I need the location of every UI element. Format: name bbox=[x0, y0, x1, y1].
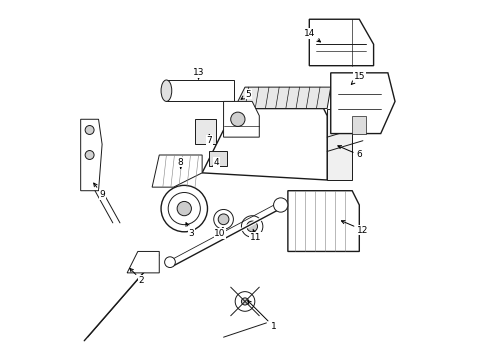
Text: 5: 5 bbox=[241, 90, 251, 99]
Polygon shape bbox=[352, 116, 367, 134]
Polygon shape bbox=[327, 109, 352, 180]
Ellipse shape bbox=[242, 216, 263, 237]
Ellipse shape bbox=[235, 292, 255, 311]
Ellipse shape bbox=[214, 210, 233, 229]
Text: 8: 8 bbox=[178, 158, 184, 168]
Ellipse shape bbox=[242, 298, 248, 305]
Ellipse shape bbox=[161, 80, 172, 102]
Polygon shape bbox=[309, 19, 373, 66]
Text: 11: 11 bbox=[250, 229, 262, 242]
Polygon shape bbox=[81, 119, 102, 191]
Text: 9: 9 bbox=[94, 183, 105, 199]
Ellipse shape bbox=[218, 214, 229, 225]
Polygon shape bbox=[127, 251, 159, 273]
Text: 14: 14 bbox=[304, 29, 320, 42]
Text: 7: 7 bbox=[206, 135, 212, 145]
Text: 12: 12 bbox=[342, 221, 368, 234]
Text: 4: 4 bbox=[213, 158, 219, 167]
Ellipse shape bbox=[168, 193, 200, 225]
Text: 13: 13 bbox=[193, 68, 204, 79]
Ellipse shape bbox=[231, 112, 245, 126]
Polygon shape bbox=[167, 80, 234, 102]
Polygon shape bbox=[288, 191, 359, 251]
Text: 10: 10 bbox=[214, 228, 226, 238]
Ellipse shape bbox=[165, 257, 175, 267]
Text: 2: 2 bbox=[130, 269, 144, 284]
Polygon shape bbox=[195, 119, 217, 144]
Ellipse shape bbox=[273, 198, 288, 212]
Polygon shape bbox=[234, 87, 331, 109]
Polygon shape bbox=[202, 109, 327, 180]
Ellipse shape bbox=[247, 221, 258, 232]
Polygon shape bbox=[331, 73, 395, 134]
Ellipse shape bbox=[161, 185, 207, 232]
Ellipse shape bbox=[177, 202, 192, 216]
Ellipse shape bbox=[85, 126, 94, 134]
Text: 1: 1 bbox=[248, 301, 276, 331]
Text: 15: 15 bbox=[351, 72, 365, 84]
Polygon shape bbox=[152, 155, 202, 187]
Bar bbox=[209, 152, 227, 166]
Text: 3: 3 bbox=[186, 223, 195, 238]
Polygon shape bbox=[223, 102, 259, 137]
Text: 6: 6 bbox=[338, 145, 362, 159]
Ellipse shape bbox=[85, 150, 94, 159]
